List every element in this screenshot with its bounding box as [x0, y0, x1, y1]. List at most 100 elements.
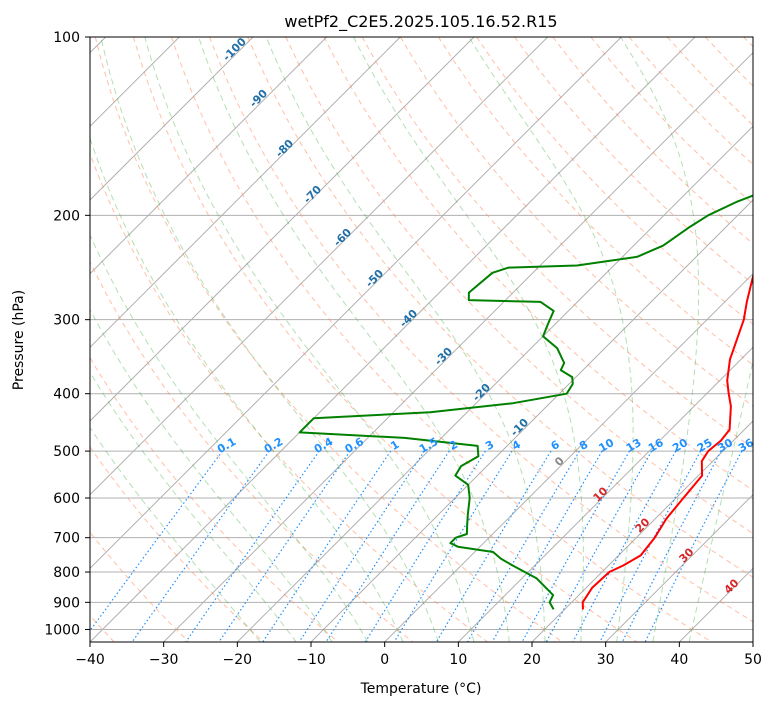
x-tick-label: −40	[75, 652, 105, 668]
y-axis-ticks: 100 200 300 400 500 600 700 800 900 1000	[44, 30, 90, 638]
dry-adiabat	[552, 37, 753, 245]
dry-adiabat	[361, 37, 753, 449]
dry-adiabat	[704, 37, 753, 87]
dry-adiabat	[90, 260, 414, 642]
mixing-ratio-label: 25	[695, 436, 715, 455]
y-tick-label: 500	[53, 444, 80, 460]
y-tick-label: 400	[53, 387, 80, 403]
dry-adiabat	[94, 37, 563, 642]
moist-adiabat	[100, 37, 439, 642]
isotherm	[531, 420, 753, 642]
mixing-ratio-line	[185, 450, 320, 642]
isotherm	[678, 567, 753, 642]
background-lines	[90, 37, 753, 642]
dry-adiabat	[437, 37, 753, 366]
dry-adiabat	[90, 446, 264, 642]
dry-adiabat-label: 10	[591, 484, 611, 504]
isotherm	[384, 272, 753, 642]
x-tick-label: 30	[597, 652, 615, 668]
mixing-ratio-line	[364, 450, 486, 642]
dry-adiabat	[399, 37, 753, 407]
mixing-ratio-line	[90, 450, 223, 632]
dry-adiabat-label: 40	[722, 576, 742, 596]
dry-adiabat	[132, 37, 638, 642]
mixing-ratio-line	[131, 450, 270, 642]
plot-area	[90, 37, 753, 642]
mixing-ratio-line	[393, 450, 513, 642]
moist-adiabat	[90, 136, 404, 642]
mixing-ratio-label: 20	[670, 436, 690, 455]
mixing-ratio-line	[545, 450, 653, 642]
dry-adiabat	[90, 152, 488, 642]
x-axis-ticks: −40 −30 −20 −10 0 10 20 30 40 50	[75, 642, 762, 668]
mixing-ratio-line	[491, 450, 603, 642]
x-tick-label: 0	[380, 652, 389, 668]
moist-adiabat	[620, 37, 700, 642]
x-axis-label: Temperature (°C)	[360, 681, 482, 697]
isotherm	[310, 199, 753, 642]
y-tick-label: 1000	[44, 622, 80, 638]
mixing-ratio-line	[572, 450, 677, 642]
isotherm	[90, 37, 401, 349]
x-tick-label: −30	[149, 652, 179, 668]
dry-adiabat	[247, 37, 753, 578]
mixing-ratio-label: 0.1	[215, 435, 238, 456]
moist-adiabat-label: -90	[247, 87, 270, 110]
y-tick-label: 100	[53, 30, 80, 46]
isotherm	[457, 346, 753, 642]
y-tick-label: 700	[53, 531, 80, 547]
moist-adiabat-label: -50	[363, 267, 386, 290]
dry-adiabat	[743, 37, 753, 48]
y-tick-label: 800	[53, 565, 80, 581]
mixing-ratio-line	[325, 450, 450, 642]
moist-adiabat-label: -40	[397, 307, 420, 330]
dry-adiabat	[209, 37, 753, 623]
y-tick-label: 900	[53, 595, 80, 611]
dewpoint-profile-line	[298, 194, 753, 610]
grid	[90, 37, 753, 642]
mixing-ratio-line	[435, 450, 552, 642]
dry-adiabat-label: 20	[633, 515, 653, 535]
dry-adiabat	[90, 531, 190, 642]
moist-adiabat	[353, 37, 584, 642]
x-tick-label: −10	[296, 652, 326, 668]
moist-adiabat-label: -30	[432, 345, 455, 368]
isotherm	[605, 493, 753, 642]
x-tick-label: −20	[223, 652, 253, 668]
isotherm	[752, 641, 753, 642]
mixing-ratio-label: 0.4	[312, 435, 336, 456]
y-tick-label: 600	[53, 491, 80, 507]
dry-adiabat	[171, 37, 712, 642]
moist-adiabat	[265, 37, 546, 642]
y-tick-label: 200	[53, 208, 80, 224]
mixing-ratio-label: 0.6	[343, 435, 367, 456]
isotherm	[90, 37, 696, 642]
moist-adiabat	[90, 371, 297, 642]
isotherm	[90, 37, 254, 201]
mixing-ratio-line	[262, 450, 392, 642]
isotherm	[90, 37, 622, 570]
moist-adiabat	[144, 37, 475, 642]
isotherm	[163, 51, 753, 642]
moist-adiabat-label: -80	[273, 137, 296, 160]
dry-adiabat	[323, 37, 753, 491]
mixing-ratio-line	[599, 450, 702, 642]
y-tick-label: 300	[53, 313, 80, 329]
moist-adiabat-label: -10	[508, 416, 531, 439]
series-layer	[298, 194, 753, 610]
mixing-ratio-label: 10	[597, 436, 617, 455]
mixing-ratio-label: 1.5	[417, 435, 440, 456]
mixing-ratio-label: 16	[646, 436, 666, 455]
mixing-ratio-line	[644, 450, 743, 642]
x-tick-label: 10	[449, 652, 467, 668]
isotherm	[236, 125, 753, 642]
moist-adiabat-label: -70	[301, 183, 324, 206]
moist-adiabat	[688, 358, 753, 642]
plot-frame	[89, 36, 754, 643]
y-axis-label: Pressure (hPa)	[11, 290, 27, 390]
x-tick-label: 40	[670, 652, 688, 668]
dry-adiabat	[90, 356, 339, 642]
moist-adiabat	[90, 426, 261, 642]
moist-adiabat-label: -20	[470, 381, 493, 404]
